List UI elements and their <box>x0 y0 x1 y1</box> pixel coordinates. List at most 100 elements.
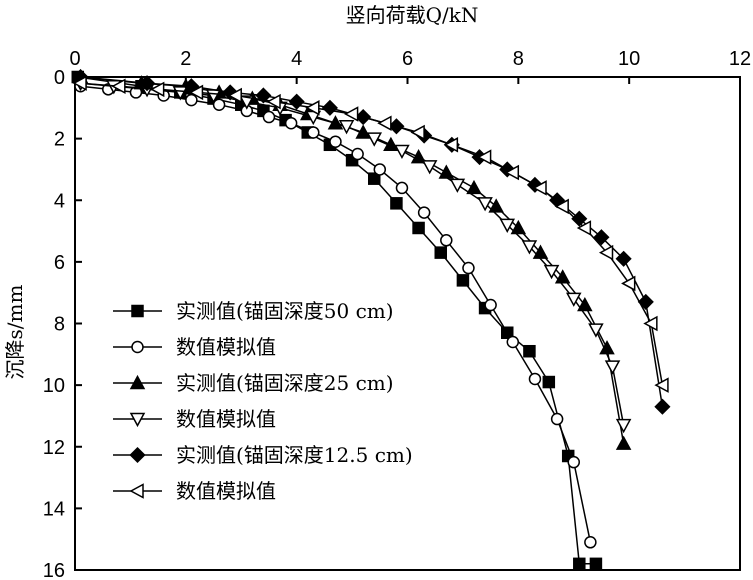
series-4-point <box>394 144 410 160</box>
series-2 <box>74 79 597 549</box>
x-tick-label: 10 <box>618 48 640 70</box>
legend-label: 实测值(锚固深度12.5 cm) <box>176 443 413 467</box>
legend-item: 实测值(锚固深度12.5 cm) <box>113 443 413 467</box>
series-4-point <box>421 160 438 175</box>
legend-marker <box>129 412 146 428</box>
series-4-point <box>521 240 538 255</box>
legend-item: 数值模拟值 <box>113 479 276 503</box>
legend-item: 实测值(锚固深度25 cm) <box>113 371 394 395</box>
series-2-point <box>185 93 198 107</box>
series-2-point <box>506 335 520 349</box>
series-4-point <box>588 323 604 338</box>
series-6-point <box>150 81 165 98</box>
legend-label: 数值模拟值 <box>176 407 276 431</box>
series-6-point <box>654 377 669 393</box>
y-tick-label: 8 <box>54 314 65 336</box>
tick-marks <box>74 76 741 571</box>
series-2-point <box>329 135 342 148</box>
x-tick-label: 6 <box>402 48 413 70</box>
legend-label: 数值模拟值 <box>176 479 276 503</box>
series-2-point <box>307 126 320 139</box>
series-3-point <box>410 149 427 164</box>
series-4-point <box>366 132 383 147</box>
legend-marker <box>129 374 146 390</box>
legend-label: 实测值(锚固深度25 cm) <box>176 371 394 395</box>
series-2-point <box>262 110 276 124</box>
series-5-point <box>637 293 654 310</box>
y-tick-label: 0 <box>54 67 65 89</box>
series-3-point <box>615 435 632 450</box>
legend-label: 实测值(锚固深度50 cm) <box>176 299 394 323</box>
series-6-point <box>111 78 126 95</box>
x-tick-label: 8 <box>513 48 524 70</box>
series-3-point <box>510 219 527 235</box>
x-tick-label: 0 <box>69 48 80 70</box>
legend-item: 实测值(锚固深度50 cm) <box>113 299 394 323</box>
series-1-point <box>390 197 403 210</box>
x-tick-label: 4 <box>291 48 302 70</box>
series-1-point <box>368 172 381 185</box>
series-4-point <box>604 360 621 375</box>
series-5 <box>72 68 671 415</box>
plot-area-frame <box>74 76 741 571</box>
y-tick-label: 6 <box>54 252 65 274</box>
legend-marker <box>131 340 144 354</box>
x-tick-label: 2 <box>180 48 191 70</box>
series-1-point <box>412 221 425 235</box>
legend-marker <box>129 483 144 499</box>
series-6-point <box>532 180 547 196</box>
series-2-point <box>395 181 409 195</box>
series-6-point <box>344 106 359 122</box>
series-4-point <box>543 264 560 280</box>
series-5-line <box>80 76 664 407</box>
x-tick-labels: 0 2 4 6 8 10 12 <box>69 48 751 70</box>
series-2-point <box>417 206 431 219</box>
series-6-point <box>643 315 658 332</box>
series-5-point <box>321 99 338 116</box>
y-tick-label: 2 <box>54 129 65 151</box>
series-1-point <box>573 557 586 571</box>
series-3-point <box>466 179 482 195</box>
legend-marker <box>129 446 146 464</box>
y-tick-label: 12 <box>43 437 65 459</box>
legend-marker <box>131 304 144 318</box>
series-4-point <box>449 178 466 193</box>
series-1-line <box>77 76 596 565</box>
y-tick-label: 16 <box>43 560 65 580</box>
series-2-point <box>528 372 542 386</box>
series-4-point <box>499 218 516 233</box>
series-1-point <box>456 274 470 287</box>
legend-label: 数值模拟值 <box>176 335 276 359</box>
series-5-point <box>571 210 588 227</box>
series-6-point <box>598 244 614 261</box>
y-tick-label: 10 <box>43 375 65 397</box>
series-6-point <box>443 137 459 153</box>
series-2-point <box>440 234 453 247</box>
series-1-point <box>589 557 603 571</box>
series-6-point <box>554 198 569 215</box>
series-6-point <box>504 164 520 181</box>
series-layer <box>71 68 671 571</box>
series-2-point <box>212 98 226 111</box>
series-6-point <box>410 124 425 141</box>
series-4-point <box>172 86 189 101</box>
y-tick-label: 4 <box>54 190 65 212</box>
legend-item: 数值模拟值 <box>113 407 276 431</box>
series-6-point <box>72 75 87 91</box>
series-6 <box>72 75 669 393</box>
series-2-point <box>550 412 564 426</box>
series-4-point <box>615 418 632 434</box>
x-tick-label: 12 <box>729 48 751 70</box>
series-5-point <box>593 229 610 246</box>
y-tick-label: 14 <box>43 498 65 520</box>
series-6-point <box>621 275 636 292</box>
series-6-point <box>477 149 492 165</box>
series-6-point <box>305 100 320 116</box>
series-3-point <box>488 198 504 213</box>
y-tick-labels: 0 2 4 6 8 10 12 14 16 <box>43 67 65 580</box>
series-2-point <box>373 163 387 176</box>
series-6-line <box>80 82 664 386</box>
series-3-point <box>577 296 593 312</box>
